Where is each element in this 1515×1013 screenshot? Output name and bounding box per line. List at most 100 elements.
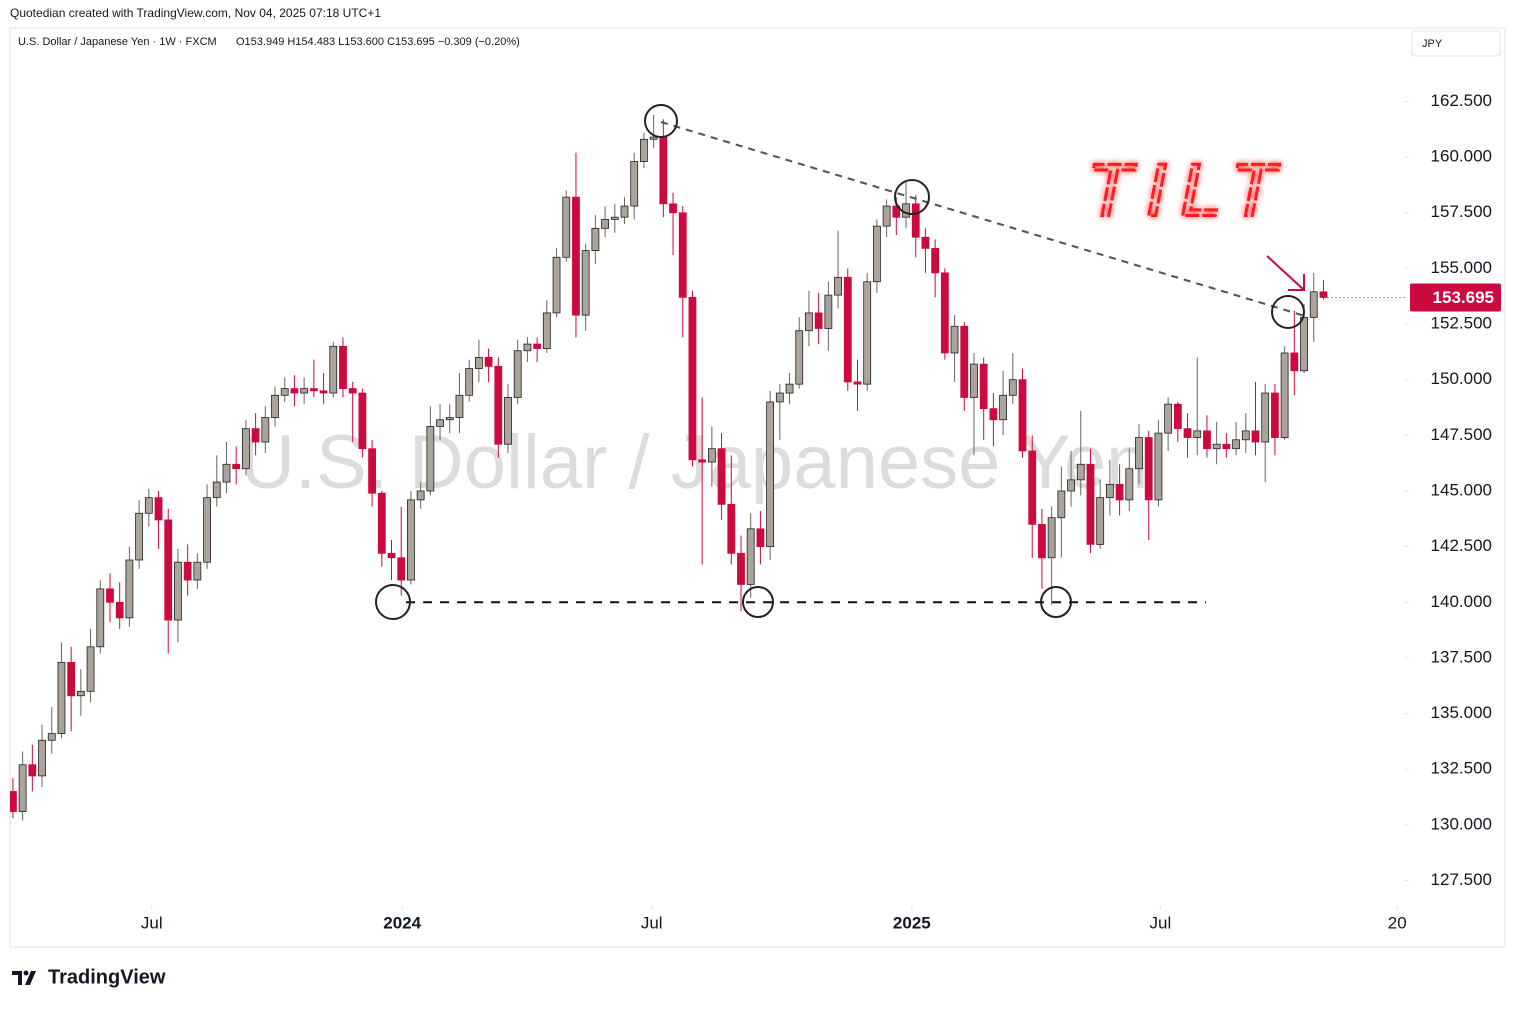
- candle-body: [921, 236, 930, 249]
- candle-body: [591, 227, 600, 251]
- candle-body: [630, 161, 639, 207]
- candle-body: [669, 203, 677, 214]
- candle-body: [572, 196, 580, 316]
- candle-body: [38, 739, 46, 777]
- candle-body: [67, 661, 76, 697]
- credit: Quotedian created with TradingView.com, …: [10, 6, 381, 20]
- candle-body: [183, 561, 192, 581]
- candle-body: [523, 343, 532, 352]
- candle-body: [358, 392, 367, 450]
- candle-body: [1232, 439, 1240, 450]
- candle-body: [193, 561, 202, 581]
- candle-body: [1038, 523, 1046, 559]
- y-tick-label: 130.000: [1431, 814, 1492, 833]
- candle-body: [1105, 483, 1114, 499]
- candle-body: [455, 394, 464, 418]
- candle-body: [261, 417, 270, 443]
- candle-body: [533, 343, 542, 349]
- candle-body: [601, 219, 609, 229]
- candle-body: [688, 296, 697, 461]
- candle-body: [1154, 432, 1163, 501]
- candle-body: [1183, 428, 1192, 438]
- y-tick-label: 152.500: [1431, 314, 1492, 333]
- y-tick-label: 127.500: [1431, 870, 1492, 889]
- candle-body: [203, 497, 211, 563]
- y-tick-label: 137.500: [1431, 647, 1492, 666]
- y-tick-label: 155.000: [1431, 258, 1492, 277]
- candle-body: [960, 325, 969, 398]
- y-tick-label: 132.500: [1431, 759, 1492, 778]
- candle-body: [1144, 437, 1153, 501]
- currency-box[interactable]: [1411, 30, 1501, 57]
- last-price-label: 153.695: [1433, 288, 1494, 307]
- candle-body: [911, 203, 920, 238]
- candle-body: [154, 497, 163, 521]
- candle-body: [737, 552, 745, 585]
- candle-body: [756, 528, 765, 548]
- y-tick-label: 147.500: [1431, 425, 1492, 444]
- candle-body: [1271, 392, 1279, 438]
- x-tick-label: 20: [1388, 913, 1407, 932]
- candle-body: [290, 388, 299, 394]
- candle-body: [931, 247, 940, 274]
- candle-body: [717, 448, 726, 505]
- candle-body: [387, 552, 396, 559]
- arrow: [1266, 255, 1305, 291]
- circle-marker: [894, 179, 930, 215]
- candle-body: [610, 216, 619, 220]
- x-tick-label: 2024: [383, 913, 421, 932]
- candle-body: [843, 276, 852, 383]
- candle-body: [339, 345, 347, 389]
- candle-body: [707, 448, 716, 463]
- candle-body: [309, 388, 318, 392]
- candle-body: [1125, 468, 1134, 501]
- candle-body: [640, 138, 648, 162]
- candle-body: [416, 490, 425, 501]
- candle-body: [106, 588, 114, 603]
- candle-body: [795, 330, 804, 385]
- candle-body: [659, 136, 668, 205]
- candle-body: [125, 559, 134, 619]
- candle-body: [814, 312, 823, 329]
- x-tick-label: Jul: [641, 913, 663, 932]
- candle-body: [1008, 379, 1017, 396]
- candle-body: [678, 212, 687, 298]
- candle-body: [970, 363, 978, 398]
- candle-body: [1057, 490, 1066, 519]
- candle-body: [1096, 497, 1105, 545]
- y-tick-label: 150.000: [1431, 369, 1492, 388]
- candle-body: [18, 764, 27, 812]
- candle-body: [329, 345, 338, 394]
- candle-body: [1212, 443, 1221, 450]
- candle-body: [1280, 352, 1289, 438]
- y-tick-label: 140.000: [1431, 592, 1492, 611]
- symbol-line: U.S. Dollar / Japanese Yen · 1W · FXCM: [18, 36, 217, 48]
- candle-body: [1028, 450, 1037, 525]
- candle-body: [1222, 443, 1231, 450]
- candle-body: [280, 388, 289, 396]
- x-tick-label: 2025: [893, 913, 931, 932]
- plot-area: [10, 114, 1328, 821]
- candle-body: [135, 512, 144, 561]
- candle-body: [1309, 291, 1318, 318]
- y-tick-label: 157.500: [1431, 202, 1492, 221]
- candle-body: [1261, 392, 1270, 443]
- candle-body: [445, 417, 454, 421]
- candle-body: [863, 281, 872, 385]
- currency[interactable]: JPY: [1422, 38, 1443, 50]
- candle-body: [1135, 437, 1143, 470]
- last-price-tag: [1410, 283, 1501, 312]
- candle-body: [271, 394, 279, 418]
- candle-body: [698, 459, 707, 463]
- candle-body: [1173, 403, 1182, 430]
- candle-body: [222, 463, 231, 483]
- logo: [12, 970, 36, 985]
- candle-body: [620, 205, 629, 218]
- y-tick-label: 160.000: [1431, 147, 1492, 166]
- trend-line: [660, 121, 1306, 317]
- candle-body: [902, 203, 910, 218]
- candle-body: [368, 448, 376, 494]
- y-tick-label: 145.000: [1431, 480, 1492, 499]
- candle-body: [940, 272, 949, 354]
